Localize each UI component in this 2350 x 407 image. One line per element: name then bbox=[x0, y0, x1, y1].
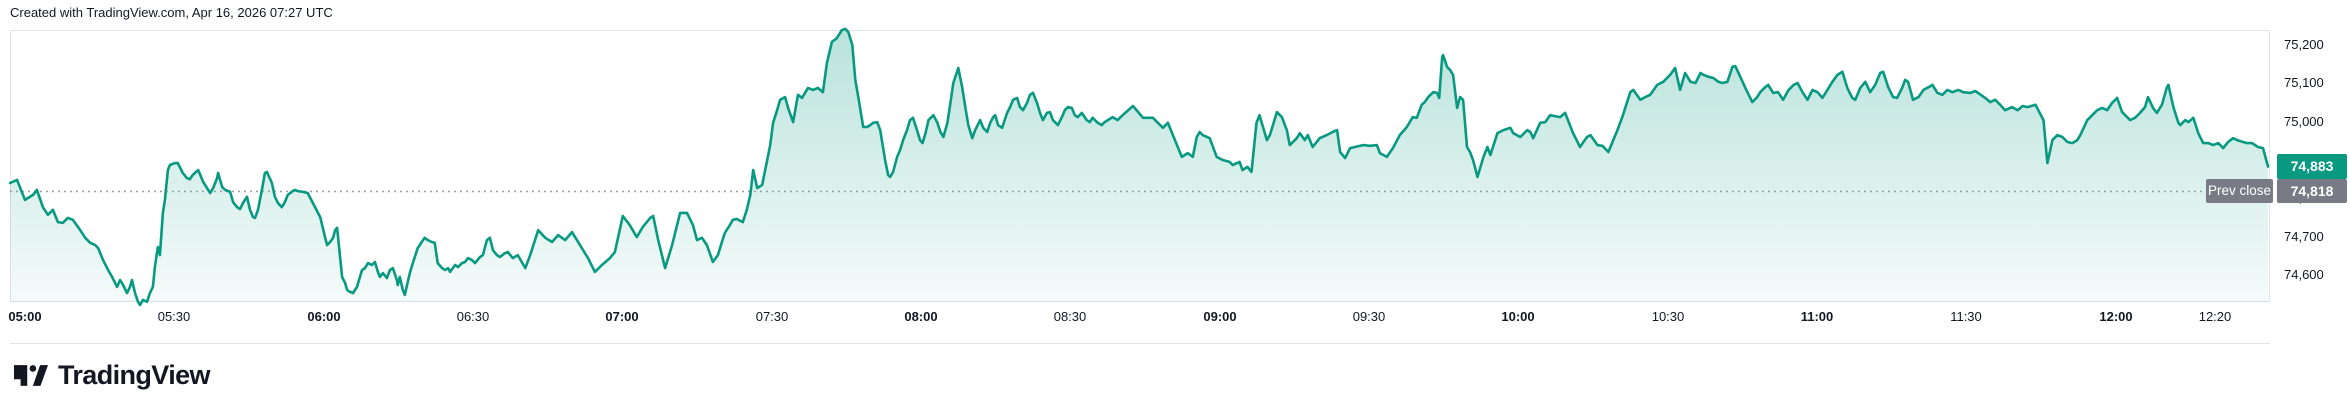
time-tick-label: 08:00 bbox=[904, 309, 938, 324]
time-tick-label: 06:30 bbox=[456, 309, 490, 324]
time-tick-label: 11:00 bbox=[1800, 309, 1834, 324]
time-tick-label: 09:00 bbox=[1203, 309, 1237, 324]
time-tick-label: 10:30 bbox=[1651, 309, 1685, 324]
tradingview-logo-text: TradingView bbox=[58, 360, 211, 390]
last-price-badge: 74,883 bbox=[2277, 154, 2347, 179]
time-tick-label: 11:30 bbox=[1950, 309, 1982, 324]
price-tick-label: 75,100 bbox=[2284, 75, 2324, 90]
time-tick-label: 09:30 bbox=[1352, 309, 1386, 324]
time-tick-label: 08:30 bbox=[1053, 309, 1087, 324]
area-fill bbox=[10, 28, 2268, 305]
time-axis-separator bbox=[10, 343, 2270, 344]
price-tick-label: 75,200 bbox=[2284, 37, 2324, 52]
time-tick-label: 05:30 bbox=[157, 309, 191, 324]
price-line bbox=[8, 27, 2270, 307]
price-tick-label: 74,600 bbox=[2284, 267, 2324, 282]
time-tick-label: 06:00 bbox=[307, 309, 341, 324]
prev-close-label-badge: Prev close bbox=[2206, 179, 2273, 203]
time-tick-label: 12:20 bbox=[2198, 309, 2232, 324]
time-tick-label: 05:00 bbox=[8, 309, 42, 324]
time-tick-label: 12:00 bbox=[2099, 309, 2133, 324]
time-tick-label: 07:00 bbox=[605, 309, 639, 324]
time-tick-label: 10:00 bbox=[1501, 309, 1535, 324]
tradingview-mark-icon bbox=[14, 364, 48, 386]
price-tick-label: 75,000 bbox=[2284, 114, 2324, 129]
price-tick-label: 74,700 bbox=[2284, 229, 2324, 244]
attribution-text: Created with TradingView.com, Apr 16, 20… bbox=[10, 5, 333, 20]
prev-close-value-badge: 74,818 bbox=[2277, 179, 2347, 203]
tradingview-logo[interactable]: TradingView bbox=[14, 360, 211, 391]
time-tick-label: 07:30 bbox=[755, 309, 789, 324]
